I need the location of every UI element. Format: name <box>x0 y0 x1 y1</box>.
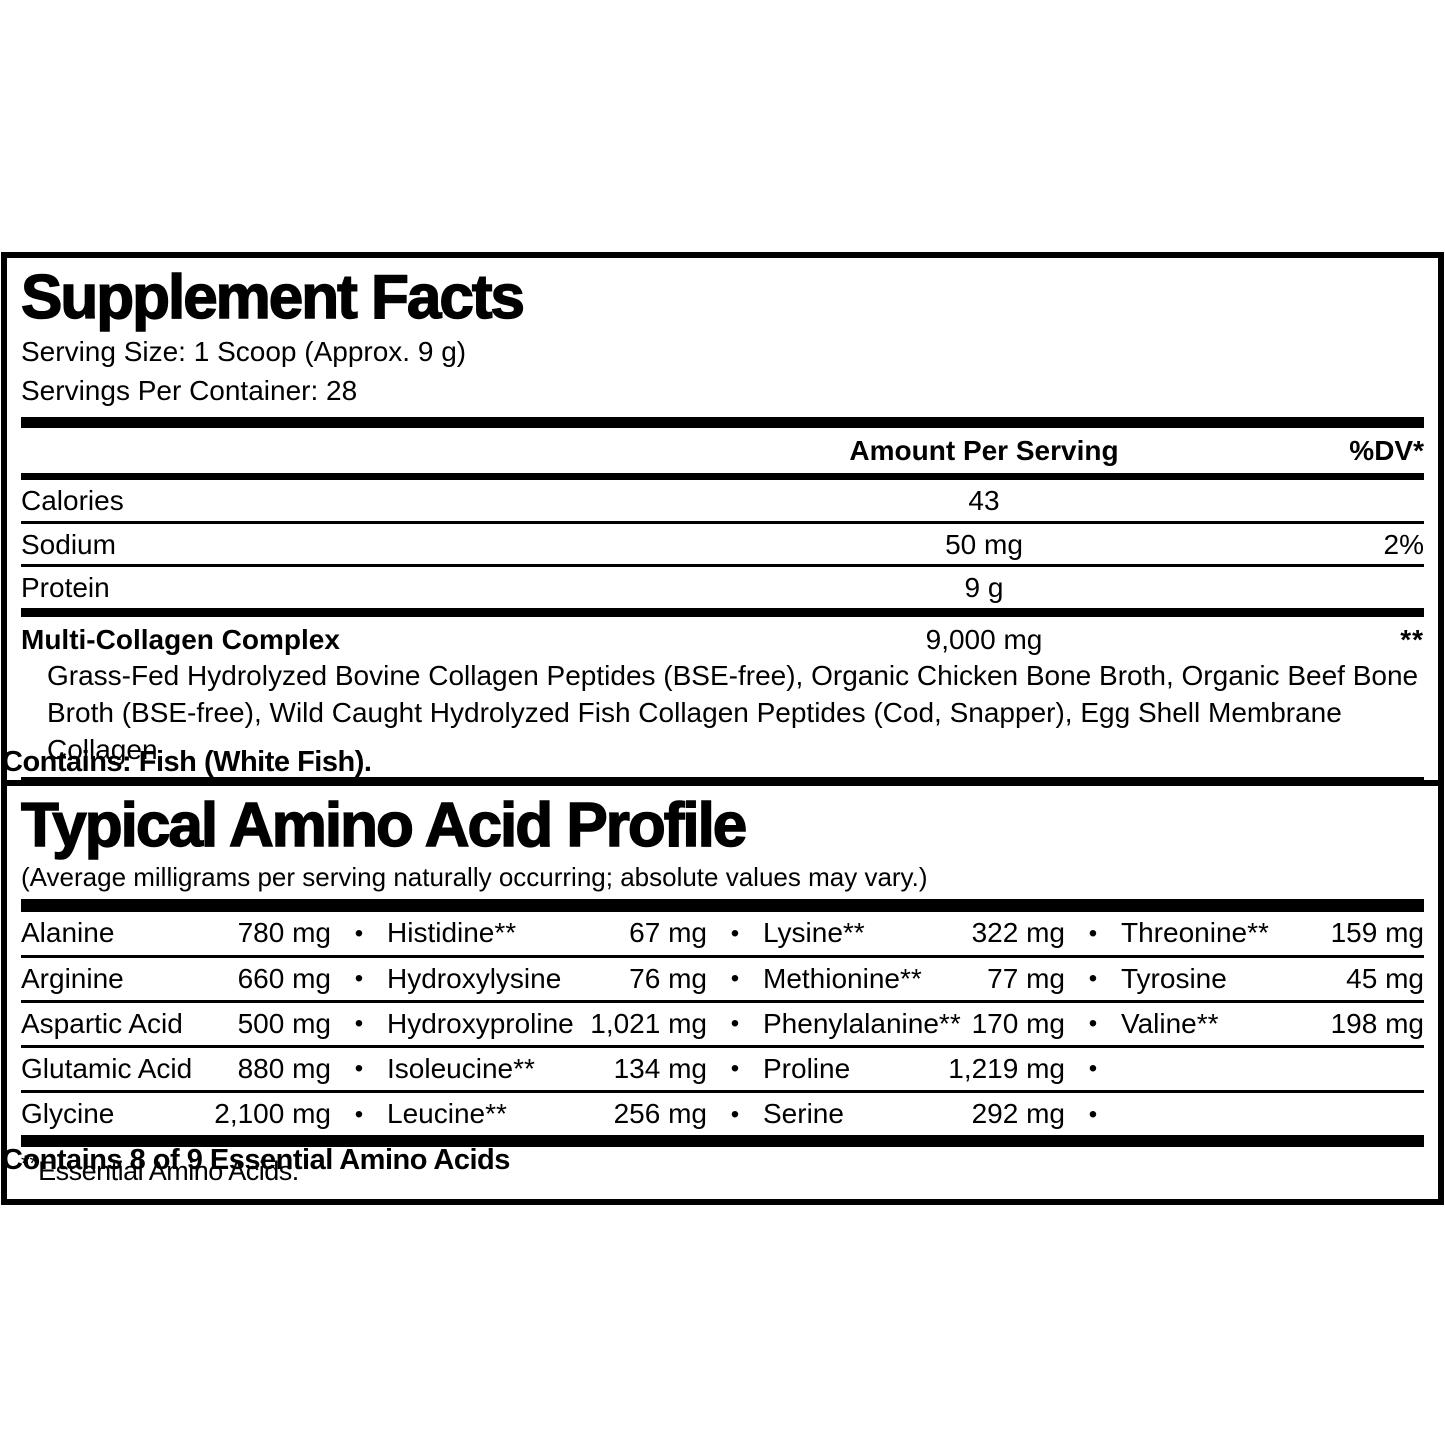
amino-value: 500 mg <box>237 1007 331 1039</box>
amino-value: 1,021 mg <box>590 1007 707 1039</box>
amino-name: Hydroxyproline <box>387 1007 574 1039</box>
amino-name: Valine** <box>1121 1007 1219 1039</box>
essential-count-statement: Contains 8 of 9 Essential Amino Acids <box>2 1144 510 1176</box>
bullet-separator: • <box>1088 1055 1098 1083</box>
amino-value: 134 mg <box>613 1053 707 1085</box>
amino-name: Histidine** <box>387 917 517 949</box>
amino-name: Lysine** <box>763 917 865 949</box>
bullet-separator: • <box>730 919 740 947</box>
row-divider <box>21 999 1424 1003</box>
bullet-separator: • <box>354 964 364 992</box>
amino-value: 292 mg <box>971 1098 1065 1130</box>
multi-collagen-complex-row: Multi-Collagen Complex 9,000 mg ** <box>21 617 1424 657</box>
servings-per-container-text: Servings Per Container: 28 <box>21 375 358 407</box>
amino-acid-table: Alanine 780 mg • Histidine** 67 mg • Lys… <box>21 912 1424 1135</box>
amino-name <box>1121 1064 1297 1074</box>
facts-header-row: Amount Per Serving %DV* <box>21 428 1424 473</box>
bullet-separator: • <box>730 1010 740 1038</box>
percent-dv-header: %DV* <box>1349 435 1424 467</box>
amino-value: 2,100 mg <box>214 1098 331 1130</box>
thick-divider-bar <box>21 1135 1424 1148</box>
amino-name <box>1121 1109 1297 1119</box>
amino-value: 256 mg <box>613 1098 707 1130</box>
fact-dv: 2% <box>1383 528 1424 560</box>
amino-value: 780 mg <box>237 917 331 949</box>
bullet-separator: • <box>1088 1100 1098 1128</box>
thick-divider-bar <box>21 899 1424 913</box>
bullet-separator: • <box>1088 964 1098 992</box>
fact-label: Sodium <box>21 528 116 560</box>
amino-name: Hydroxylysine <box>387 962 562 994</box>
amino-value <box>1297 1064 1424 1074</box>
amino-value: 67 mg <box>629 917 707 949</box>
complex-ingredients-description: Grass-Fed Hydrolyzed Bovine Collagen Pep… <box>47 660 1419 766</box>
amino-name: Proline <box>763 1053 851 1085</box>
amino-acid-profile-panel: Typical Amino Acid Profile (Average mill… <box>1 780 1444 1206</box>
amino-name: Methionine** <box>763 962 922 994</box>
footnote-text: Essential Amino Acids. <box>38 1156 299 1187</box>
supplement-facts-title: Supplement Facts <box>20 263 526 332</box>
bullet-separator: • <box>354 1100 364 1128</box>
row-divider <box>21 564 1424 568</box>
bullet-separator: • <box>730 964 740 992</box>
amino-name: Aspartic Acid <box>21 1007 183 1039</box>
amino-name: Phenylalanine** <box>763 1007 961 1039</box>
amino-name: Glycine <box>21 1098 115 1130</box>
complex-amount: 9,000 mg <box>925 623 1043 655</box>
fact-label: Protein <box>21 572 110 604</box>
amino-name: Serine <box>763 1098 844 1130</box>
bullet-separator: • <box>1088 919 1098 947</box>
bullet-separator: • <box>1088 1010 1098 1038</box>
amino-name: Isoleucine** <box>387 1053 535 1085</box>
amino-name: Threonine** <box>1121 917 1269 949</box>
amino-value: 198 mg <box>1330 1007 1424 1039</box>
amino-name: Arginine <box>21 962 124 994</box>
amino-value: 77 mg <box>987 962 1065 994</box>
row-divider <box>21 1090 1424 1094</box>
fact-row-calories: Calories 43 <box>21 480 1424 521</box>
bullet-separator: • <box>354 1055 364 1083</box>
amino-profile-title: Typical Amino Acid Profile <box>20 791 748 860</box>
amino-value: 170 mg <box>971 1007 1065 1039</box>
serving-size-text: Serving Size: 1 Scoop (Approx. 9 g) <box>21 336 467 368</box>
amino-value: 76 mg <box>629 962 707 994</box>
thick-divider-bar <box>21 473 1424 481</box>
thick-divider-bar <box>21 417 1424 429</box>
fact-row-protein: Protein 9 g <box>21 567 1424 608</box>
essential-amino-footnote: **Essential Amino Acids. <box>21 1151 1424 1187</box>
amino-value: 159 mg <box>1330 917 1424 949</box>
fact-amount: 50 mg <box>945 528 1023 560</box>
fact-amount: 43 <box>968 485 1000 517</box>
amino-value: 660 mg <box>237 962 331 994</box>
allergen-statement: Contains: Fish (White Fish). <box>2 746 372 778</box>
amino-name: Glutamic Acid <box>21 1053 193 1085</box>
complex-label: Multi-Collagen Complex <box>21 623 340 655</box>
complex-dv-marker: ** <box>1400 623 1424 655</box>
fact-amount: 9 g <box>964 572 1004 604</box>
amino-value: 1,219 mg <box>948 1053 1065 1085</box>
bullet-separator: • <box>730 1100 740 1128</box>
amino-name: Alanine <box>21 917 115 949</box>
bullet-separator: • <box>730 1055 740 1083</box>
footnote-asterisks: ** <box>21 1151 39 1177</box>
row-divider <box>21 520 1424 524</box>
amino-name: Tyrosine <box>1121 962 1227 994</box>
fact-label: Calories <box>21 485 124 517</box>
row-divider <box>21 1045 1424 1049</box>
amino-value: 880 mg <box>237 1053 331 1085</box>
fact-row-sodium: Sodium 50 mg 2% <box>21 524 1424 565</box>
amino-value <box>1297 1109 1424 1119</box>
row-divider <box>21 954 1424 958</box>
amino-value: 45 mg <box>1346 962 1424 994</box>
amino-profile-subtitle: (Average milligrams per serving naturall… <box>21 862 928 893</box>
amino-value: 322 mg <box>971 917 1065 949</box>
bullet-separator: • <box>354 1010 364 1038</box>
amount-per-serving-header: Amount Per Serving <box>849 435 1119 467</box>
amino-name: Leucine** <box>387 1098 507 1130</box>
bullet-separator: • <box>354 919 364 947</box>
thick-divider-bar <box>21 607 1424 617</box>
